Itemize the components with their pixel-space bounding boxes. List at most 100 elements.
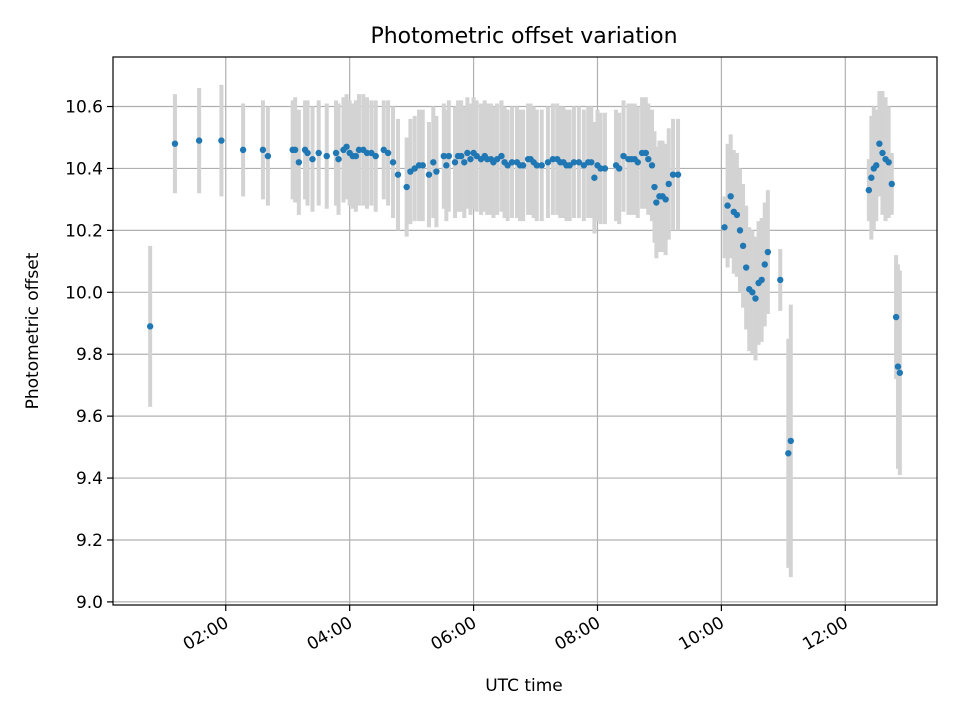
data-point [304,149,311,157]
data-point [736,227,744,234]
data-point [648,162,656,169]
x-tick-label: 02:00 [180,613,232,655]
data-point [888,180,895,188]
data-point [315,149,322,157]
data-point [785,450,792,457]
y-tick-label: 10.4 [65,159,103,179]
data-point [601,165,609,172]
data-point [894,363,902,370]
data-point [727,193,734,200]
data-point [372,152,379,160]
data-point [749,289,756,296]
data-point [764,248,772,256]
data-point [384,149,392,157]
data-point [733,211,741,219]
data-point [544,159,552,166]
data-point [662,196,669,203]
y-tick-label: 9.4 [76,469,103,489]
x-tick-label: 08:00 [552,613,604,655]
x-axis-label: UTC time [485,676,563,696]
data-point [721,224,728,231]
data-point [323,152,330,160]
data-point [634,159,641,166]
x-tick-label: 06:00 [428,613,480,655]
data-point [620,152,627,160]
data-point [195,137,203,144]
x-tick-label: 10:00 [675,613,727,655]
data-point [218,137,225,144]
data-point [761,261,768,268]
x-tick-label: 12:00 [799,613,851,655]
data-point [433,168,440,175]
data-point [461,159,468,166]
data-point [588,159,595,166]
data-point [508,159,516,166]
data-point [642,149,650,157]
data-point [653,199,660,206]
data-point [440,152,448,160]
data-point [171,140,179,147]
y-tick-label: 9.6 [76,407,103,427]
data-point [451,159,459,166]
data-point [879,149,886,157]
y-axis-label: Photometric offset [23,252,43,409]
data-point [758,276,765,284]
data-point [615,165,623,172]
data-points [146,137,904,457]
data-point [295,159,303,166]
data-point [892,313,900,321]
data-point [291,146,299,154]
y-tick-label: 9.8 [76,345,103,365]
data-point [419,162,426,169]
y-tick-label: 10.2 [65,221,103,241]
data-point [332,149,340,157]
data-point [394,171,402,178]
x-tick-label: 04:00 [304,613,356,655]
y-tick-label: 10.6 [65,98,103,118]
data-point [467,155,474,163]
data-point [519,162,527,169]
data-point [464,149,471,157]
data-point [591,174,598,181]
data-point [389,159,397,166]
data-point [570,159,578,166]
data-point [873,162,880,169]
y-tick-label: 10.0 [65,283,103,303]
data-point [259,146,267,154]
data-point [498,152,505,160]
data-point [538,162,545,169]
data-point [787,437,794,445]
data-point [335,155,342,163]
data-point [443,162,450,169]
data-point [352,152,360,160]
data-point [645,155,652,163]
data-point [403,183,410,191]
data-point [651,183,658,191]
data-point [885,159,892,166]
data-point [575,159,583,166]
data-point [724,202,731,209]
data-point [777,276,784,284]
data-point [445,152,452,160]
data-point [533,162,540,169]
y-tick-label: 9.2 [76,531,103,551]
data-point [739,242,747,250]
data-point [457,152,465,160]
data-point [239,146,247,154]
y-tick-label: 9.0 [76,593,103,613]
chart-title: Photometric offset variation [370,24,677,49]
data-point [146,323,154,330]
data-point [896,369,904,376]
data-point [868,174,875,181]
plot-frame [112,56,938,606]
data-point [665,180,672,188]
data-point [343,143,350,150]
data-point [309,155,316,163]
data-point [430,159,437,166]
data-point [674,171,682,178]
data-point [669,171,677,178]
data-point [752,295,759,302]
data-point [876,140,883,147]
data-point [264,152,272,160]
